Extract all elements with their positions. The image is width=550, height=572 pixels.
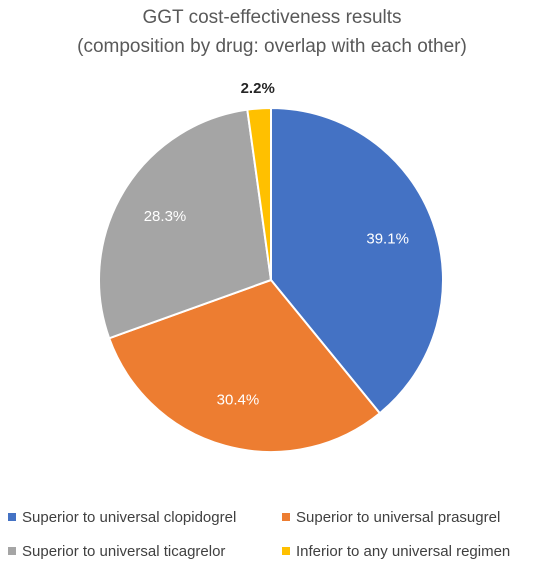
data-label-2: 30.4% xyxy=(217,391,260,408)
legend-swatch-3 xyxy=(8,547,16,555)
pie-slice-1 xyxy=(270,106,444,415)
legend-label-2: Superior to universal prasugrel xyxy=(296,509,500,526)
pie-slice-3 xyxy=(98,108,273,340)
legend-swatch-1 xyxy=(8,513,16,521)
chart-legend: Superior to universal clopidogrel Superio… xyxy=(8,509,510,560)
legend-swatch-4 xyxy=(282,547,290,555)
legend-label-3: Superior to universal ticagrelor xyxy=(22,543,225,560)
data-label-4: 2.2% xyxy=(241,80,275,97)
legend-swatch-2 xyxy=(282,513,290,521)
legend-label-1: Superior to universal clopidogrel xyxy=(22,509,236,526)
slice-labels: 39.1% 30.4% 28.3% 2.2% xyxy=(144,80,409,409)
pie-slices xyxy=(98,106,444,453)
chart-title: GGT cost-effectiveness results xyxy=(142,7,401,28)
chart-subtitle: (composition by drug: overlap with each … xyxy=(77,36,467,57)
data-label-3: 28.3% xyxy=(144,208,187,225)
pie-slice-2 xyxy=(107,278,382,453)
pie-slice-4 xyxy=(246,106,272,281)
data-label-1: 39.1% xyxy=(366,230,409,247)
legend-label-4: Inferior to any universal regimen xyxy=(296,543,510,560)
